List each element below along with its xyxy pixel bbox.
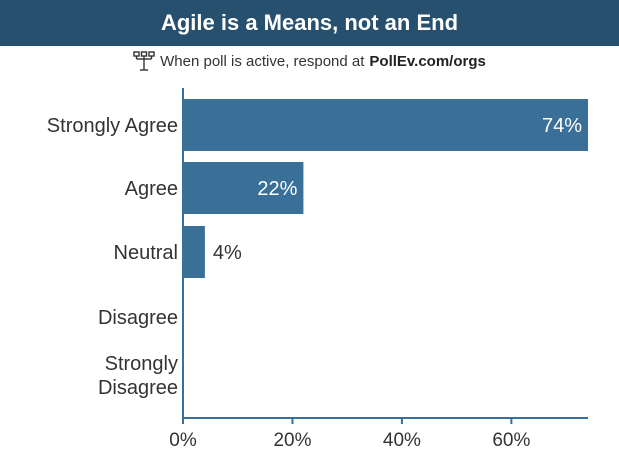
bar-chart: 74% Strongly Agree 22% Agree 4% Neutral Disagr…	[47, 88, 588, 451]
bar-value-label: 22%	[257, 178, 297, 200]
poll-antenna-icon	[133, 51, 155, 71]
x-tick-label: 40%	[383, 430, 421, 451]
category-label: Disagree	[98, 377, 178, 399]
x-tick-label: 0%	[169, 430, 197, 451]
category-label: Agree	[125, 178, 178, 200]
bar-2	[183, 162, 304, 214]
category-label: Strongly	[105, 353, 178, 375]
respond-url[interactable]: PollEv.com/orgs	[369, 52, 486, 70]
category-label: Neutral	[114, 242, 178, 264]
poll-title: Agile is a Means, not an End	[160, 10, 459, 35]
category-label: Disagree	[98, 307, 178, 329]
bar-value-label: 74%	[542, 115, 582, 137]
respond-prefix: When poll is active, respond at	[160, 52, 365, 70]
header-bar: Agile is a Means, not an End	[0, 0, 619, 46]
bar-1	[183, 99, 588, 151]
category-label: Strongly Agree	[47, 115, 178, 137]
bar-value-label: 4%	[213, 242, 242, 264]
bar-3	[183, 226, 205, 278]
respond-instructions: When poll is active, respond at PollEv.c…	[0, 48, 619, 74]
x-tick-label: 20%	[273, 430, 311, 451]
x-tick-label: 60%	[492, 430, 530, 451]
